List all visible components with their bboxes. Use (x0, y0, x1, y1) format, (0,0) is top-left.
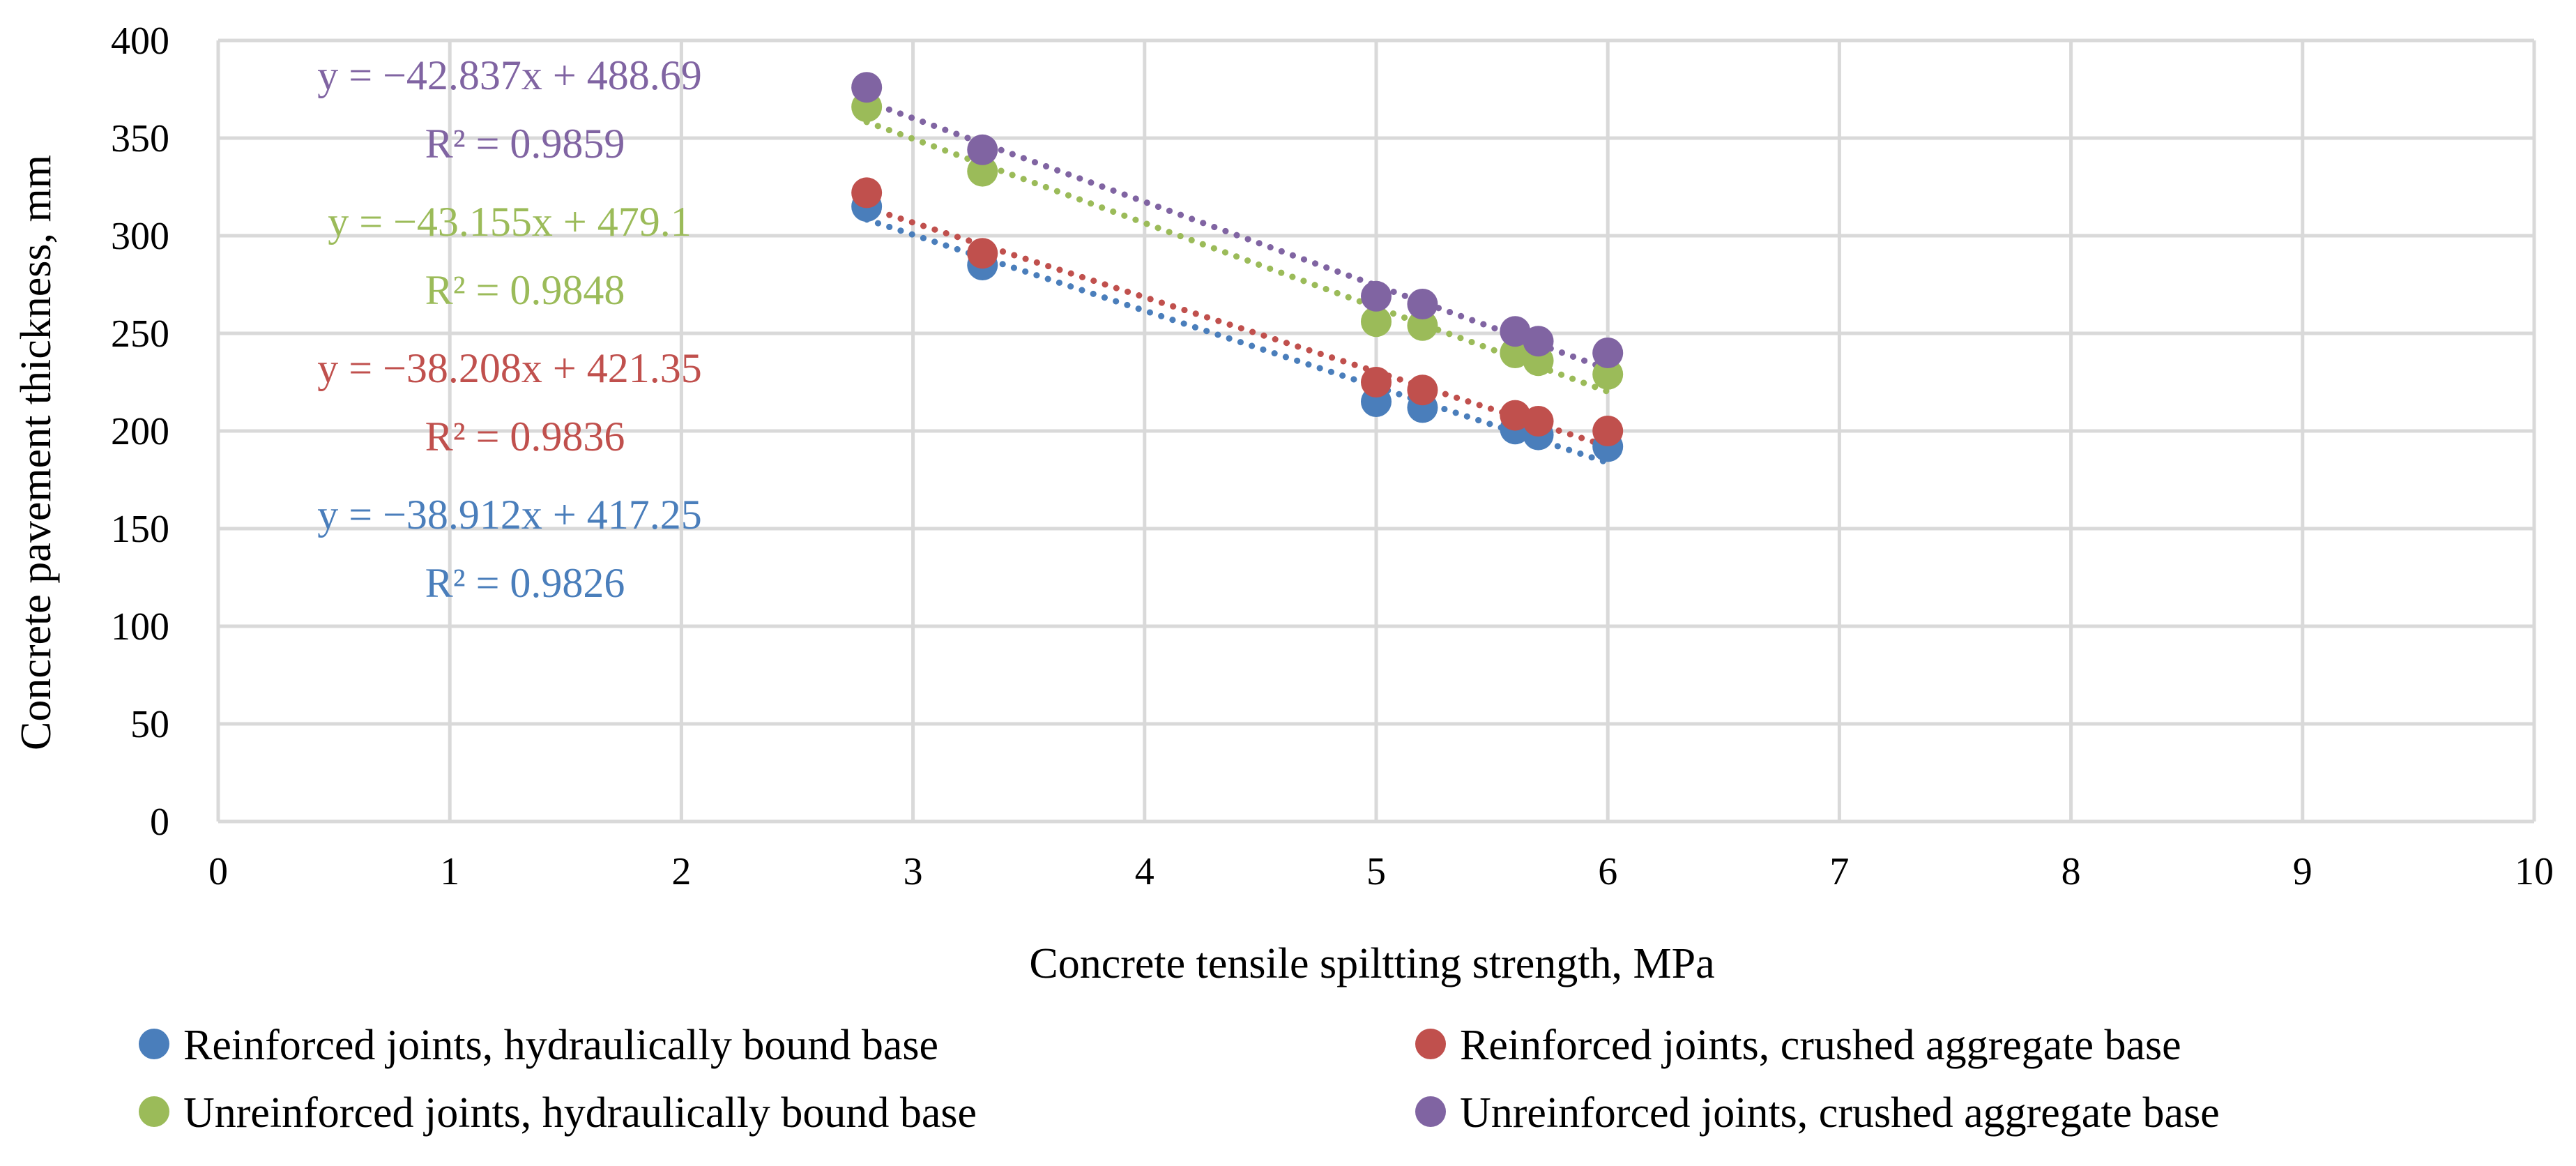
data-point-series-4 (967, 135, 998, 165)
legend-label-series-4: Unreinforced joints, crushed aggregate b… (1460, 1089, 2220, 1137)
y-tick-label: 400 (111, 20, 169, 63)
x-tick-label: 3 (904, 850, 923, 893)
legend: Reinforced joints, hydraulically bound b… (139, 1022, 2220, 1137)
x-tick-label: 9 (2293, 850, 2312, 893)
data-point-series-4 (1592, 338, 1623, 368)
trendline-equations: y = −42.837x + 488.69 R² = 0.9859 y = −43.… (317, 52, 702, 606)
y-tick-label: 300 (111, 215, 169, 258)
y-tick-label: 350 (111, 117, 169, 160)
x-tick-label: 5 (1366, 850, 1386, 893)
data-point-series-4 (1523, 326, 1554, 356)
trendline-equation-series-4: y = −42.837x + 488.69 (317, 52, 702, 98)
data-point-series-2 (967, 238, 998, 268)
y-tick-label: 200 (111, 410, 169, 453)
legend-marker-series-4 (1415, 1096, 1446, 1127)
legend-label-series-2: Reinforced joints, crushed aggregate bas… (1460, 1022, 2181, 1069)
legend-marker-series-3 (139, 1096, 169, 1127)
legend-label-series-1: Reinforced joints, hydraulically bound b… (183, 1022, 938, 1069)
data-point-series-2 (1592, 416, 1623, 446)
y-tick-label: 150 (111, 508, 169, 551)
x-tick-label: 4 (1135, 850, 1154, 893)
legend-marker-series-1 (139, 1029, 169, 1059)
legend-label-series-3: Unreinforced joints, hydraulically bound… (183, 1089, 977, 1137)
trendline-r2-series-3: R² = 0.9848 (425, 267, 625, 313)
x-tick-label: 8 (2061, 850, 2081, 893)
data-point-series-2 (1407, 374, 1438, 405)
x-tick-label: 10 (2515, 850, 2554, 893)
data-points (851, 72, 1623, 462)
legend-marker-series-2 (1415, 1029, 1446, 1059)
x-tick-label: 0 (208, 850, 228, 893)
trendline-equation-series-2: y = −38.208x + 421.35 (317, 345, 702, 391)
trendline-equation-series-1: y = −38.912x + 417.25 (317, 492, 702, 538)
data-point-series-2 (1361, 367, 1392, 397)
y-tick-label: 100 (111, 605, 169, 649)
data-point-series-2 (1523, 406, 1554, 437)
x-tick-label: 1 (440, 850, 459, 893)
data-point-series-4 (1407, 289, 1438, 319)
x-tick-label: 2 (671, 850, 691, 893)
trendline-r2-series-2: R² = 0.9836 (425, 414, 625, 460)
y-tick-label: 250 (111, 312, 169, 356)
trendline-equation-series-3: y = −43.155x + 479.1 (328, 199, 692, 245)
data-point-series-2 (851, 177, 882, 208)
chart: 0 1 2 3 4 5 6 7 8 9 10050100150200250300350400 y =… (0, 0, 2576, 1166)
trendline-r2-series-4: R² = 0.9859 (425, 121, 625, 167)
x-axis-title: Concrete tensile spiltting strength, MPa (1029, 940, 1714, 987)
y-tick-label: 50 (130, 703, 169, 746)
trendline-r2-series-1: R² = 0.9826 (425, 560, 625, 606)
y-tick-label: 0 (150, 801, 169, 844)
y-axis-title: Concrete pavement thickness, mm (13, 155, 60, 750)
data-point-series-4 (1361, 281, 1392, 312)
data-point-series-4 (851, 72, 882, 103)
x-tick-label: 7 (1829, 850, 1849, 893)
x-tick-label: 6 (1598, 850, 1617, 893)
